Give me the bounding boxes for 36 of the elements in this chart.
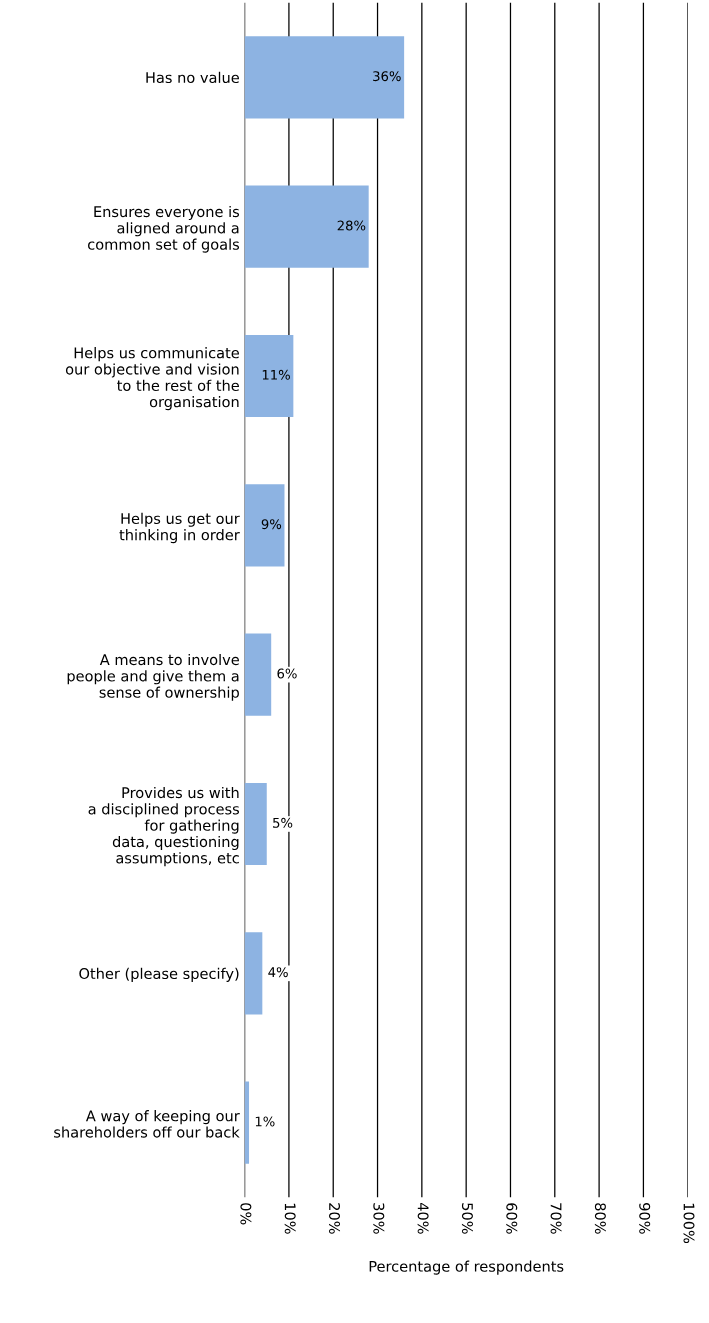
bar xyxy=(244,484,285,567)
x-tick-label: 60% xyxy=(506,1203,518,1234)
y-tick-label: Other (please specify) xyxy=(79,967,239,982)
x-tick-label: 20% xyxy=(329,1203,341,1234)
x-tick-label: 50% xyxy=(461,1203,473,1234)
y-tick-label: Ensures everyone is aligned around a common set of goals xyxy=(88,205,240,253)
x-tick-label: 30% xyxy=(373,1203,385,1234)
y-tick-label: A way of keeping our shareholders off our back xyxy=(54,1110,240,1138)
data-label: 36% xyxy=(373,71,401,82)
data-label: 4% xyxy=(268,967,288,978)
x-tick-label: 0% xyxy=(240,1203,252,1225)
data-label: 6% xyxy=(277,668,297,679)
y-tick-label: A means to involve people and give them a sense of ownership xyxy=(67,653,239,701)
bar xyxy=(244,633,272,716)
y-tick-label: Has no value xyxy=(146,71,239,84)
x-tick-label: 70% xyxy=(550,1203,562,1234)
x-tick-label: 10% xyxy=(284,1203,296,1234)
bar xyxy=(244,185,369,268)
data-label: 11% xyxy=(262,369,290,380)
x-axis-title: Percentage of respondents xyxy=(369,1260,564,1275)
x-tick-label: 100% xyxy=(683,1203,695,1244)
x-tick-label: 80% xyxy=(594,1203,606,1234)
data-label: 28% xyxy=(337,220,366,231)
x-tick-label: 90% xyxy=(639,1203,651,1234)
data-label: 5% xyxy=(273,817,293,828)
bar xyxy=(244,36,405,119)
data-label: 1% xyxy=(255,1116,275,1127)
bar xyxy=(244,782,267,866)
data-label: 9% xyxy=(261,519,282,530)
x-tick-label: 40% xyxy=(417,1202,429,1234)
bar xyxy=(244,932,263,1015)
y-tick-label: Helps us communicate our objective and vision to the rest of the organisation xyxy=(65,347,239,411)
y-tick-label: Provides us with a disciplined process for gathering data, questioning assumptions, etc xyxy=(88,786,240,867)
bar xyxy=(244,1081,250,1164)
bar xyxy=(244,334,294,418)
y-tick-label: Helps us get our thinking in order xyxy=(119,512,240,544)
